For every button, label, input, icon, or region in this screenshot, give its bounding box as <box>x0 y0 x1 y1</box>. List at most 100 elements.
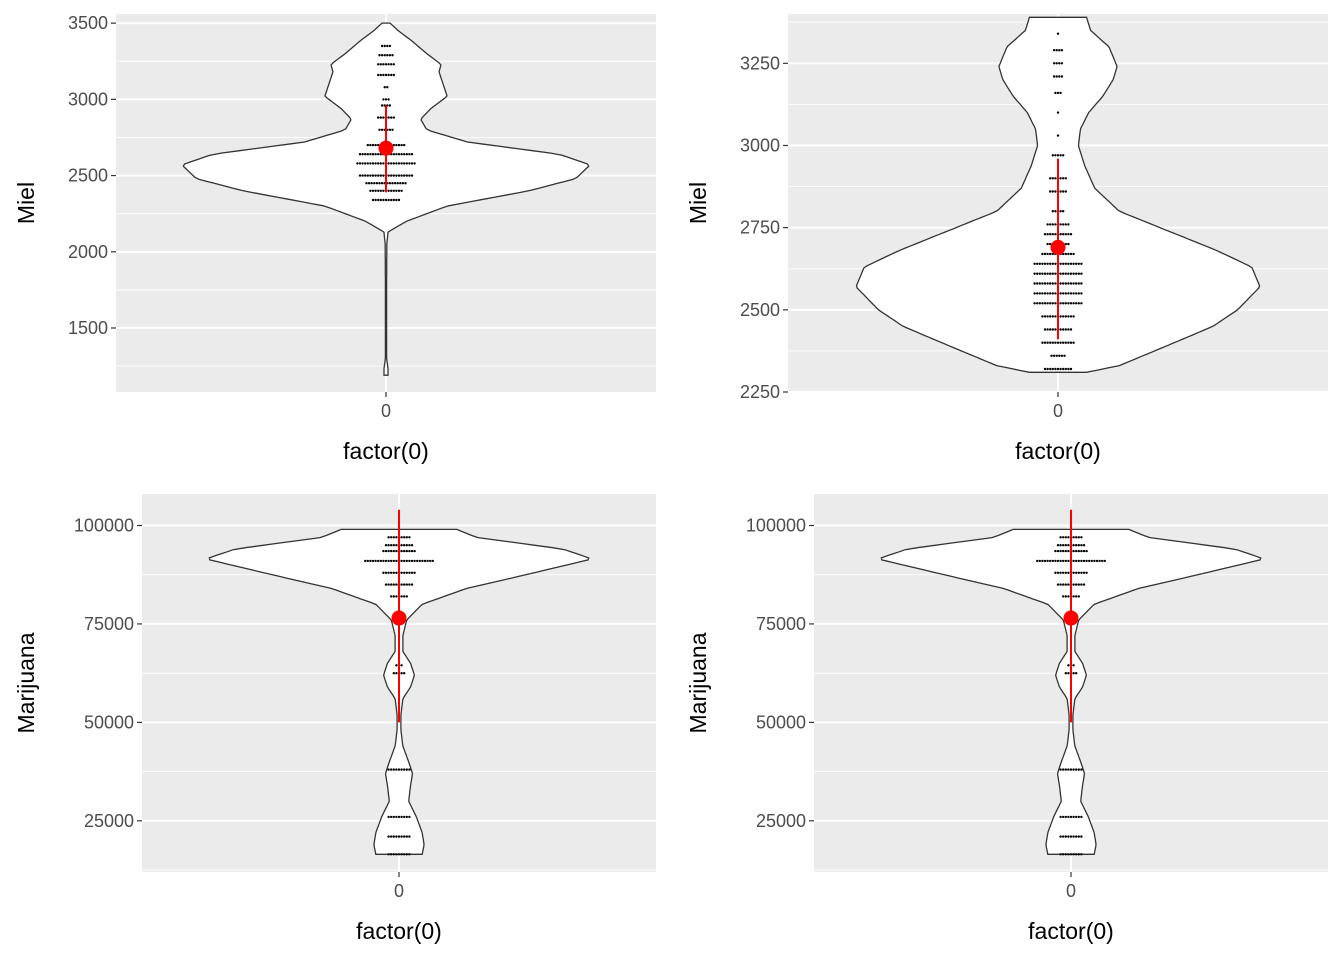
data-dot <box>1049 367 1052 371</box>
data-dot <box>405 559 408 563</box>
data-dot <box>1069 328 1073 331</box>
data-dot <box>392 583 395 586</box>
data-dot <box>395 143 398 147</box>
data-dot <box>1062 571 1065 574</box>
data-dot <box>1056 367 1060 371</box>
data-dot <box>382 571 385 574</box>
data-dot <box>387 189 390 192</box>
data-dot <box>405 153 408 156</box>
data-dot <box>1072 252 1075 256</box>
mean-point <box>378 140 394 156</box>
y-tick-label: 2500 <box>740 300 780 320</box>
data-dot <box>1059 223 1062 226</box>
data-dot <box>397 768 401 771</box>
data-dot <box>395 162 398 165</box>
data-dot <box>1067 672 1070 675</box>
data-dot <box>371 559 375 563</box>
data-dot <box>410 583 414 586</box>
data-dot <box>1062 835 1065 838</box>
data-dot <box>390 162 393 165</box>
data-dot <box>1062 282 1065 285</box>
data-dot <box>429 559 432 563</box>
data-dot <box>1054 190 1057 193</box>
x-tick-label: 0 <box>1066 881 1076 901</box>
data-dot <box>1077 272 1081 275</box>
data-dot <box>382 162 385 165</box>
y-tick-label: 3500 <box>68 13 108 33</box>
data-dot <box>382 549 385 553</box>
data-dot <box>1043 272 1047 275</box>
data-dot <box>1080 559 1083 563</box>
data-dot <box>400 664 403 667</box>
data-dot <box>395 544 398 547</box>
data-dot <box>1060 62 1064 65</box>
data-dot <box>1059 233 1062 236</box>
data-dot <box>410 559 414 563</box>
data-dot <box>1056 341 1060 344</box>
data-dot <box>404 182 407 185</box>
mean-point <box>1050 239 1066 255</box>
data-dot <box>408 583 411 586</box>
data-dot <box>392 143 395 147</box>
data-dot <box>390 544 393 547</box>
data-dot <box>390 815 393 819</box>
data-dot <box>1056 571 1060 574</box>
data-dot <box>1051 190 1055 193</box>
data-dot <box>1056 91 1060 95</box>
data-dot <box>1075 282 1078 285</box>
data-dot <box>374 174 377 177</box>
data-dot <box>392 672 395 675</box>
data-dot <box>1058 62 1061 65</box>
data-dot <box>395 189 398 192</box>
data-dot <box>388 182 392 185</box>
data-dot <box>1082 571 1086 574</box>
data-dot <box>1067 292 1070 295</box>
data-dot <box>1051 262 1055 265</box>
data-dot <box>1043 367 1047 371</box>
data-dot <box>396 182 399 185</box>
data-dot <box>1072 292 1075 295</box>
data-dot <box>392 549 395 553</box>
data-dot <box>1064 177 1068 180</box>
data-dot <box>1055 354 1058 357</box>
data-dot <box>1062 536 1065 539</box>
data-dot <box>400 143 403 147</box>
data-dot <box>1075 768 1078 771</box>
data-dot <box>1072 262 1075 265</box>
data-dot <box>405 549 408 553</box>
data-dot <box>1069 282 1073 285</box>
data-dot <box>1080 571 1083 574</box>
data-dot <box>1075 571 1078 574</box>
data-dot <box>1051 154 1055 157</box>
data-dot <box>1051 282 1055 285</box>
data-dot <box>400 559 403 563</box>
data-dot <box>405 835 408 838</box>
data-dot <box>388 128 392 131</box>
data-dot <box>1038 272 1042 275</box>
data-dot <box>1043 233 1047 236</box>
data-dot <box>1062 815 1065 819</box>
data-dot <box>1038 282 1042 285</box>
data-dot <box>1059 559 1062 563</box>
data-dot <box>382 174 385 177</box>
data-dot <box>1062 190 1065 193</box>
data-dot <box>382 63 385 66</box>
data-dot <box>1062 262 1065 265</box>
data-dot <box>1077 282 1081 285</box>
data-dot <box>1054 549 1057 553</box>
data-dot <box>1077 544 1081 547</box>
data-dot <box>1062 177 1065 180</box>
data-dot <box>1064 242 1068 246</box>
data-dot <box>1072 544 1075 547</box>
x-axis-title: factor(0) <box>343 438 429 464</box>
data-dot <box>1072 672 1075 675</box>
data-dot <box>403 768 406 771</box>
data-dot <box>1046 242 1049 246</box>
data-dot <box>400 853 403 856</box>
data-dot <box>392 544 395 547</box>
data-dot <box>395 153 398 156</box>
data-dot <box>395 559 398 563</box>
data-dot <box>1075 583 1078 586</box>
data-dot <box>371 153 375 156</box>
data-dot <box>388 44 392 48</box>
